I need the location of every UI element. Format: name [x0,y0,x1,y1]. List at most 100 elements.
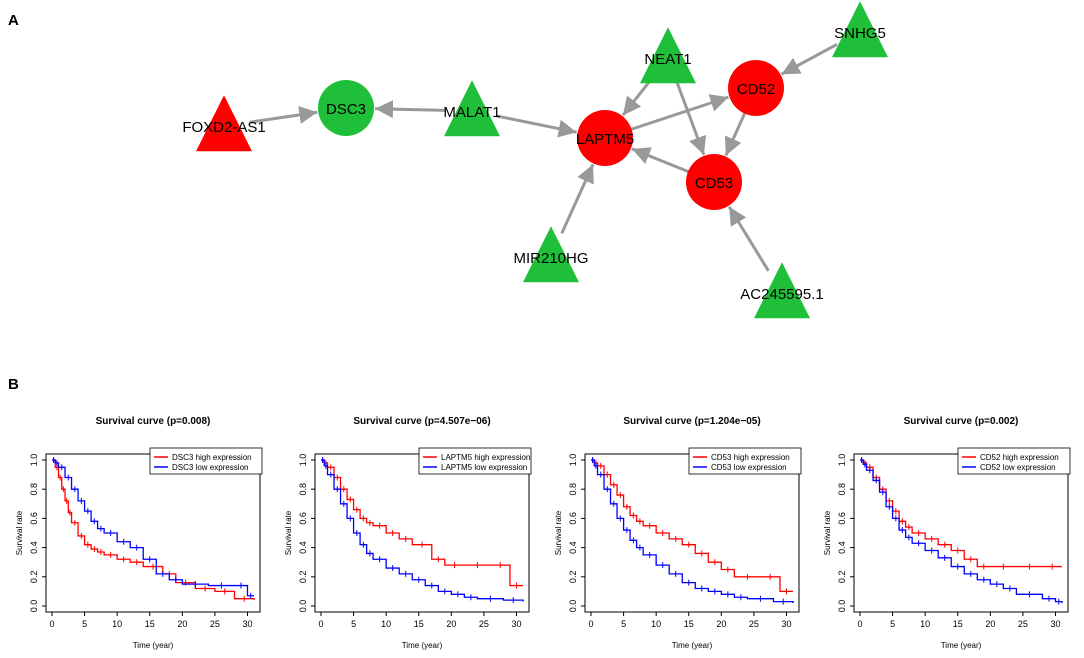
node-label-dsc3: DSC3 [326,101,366,118]
y-tick-label: 1.0 [837,454,847,467]
series-line-cd53-high-expression [591,459,793,593]
node-cd53: CD53 [686,154,742,210]
x-tick-label: 25 [479,619,489,629]
series-line-dsc3-low-expression [52,459,254,597]
survival-plot-cd53: Survival curve (p=1.204e−05) 0.0 0.2 0.4 0.6… [554,416,802,650]
x-tick-label: 30 [242,619,252,629]
node-laptm5: LAPTM5 [576,110,634,166]
legend-label: DSC3 high expression [172,453,252,462]
node-shape-cd52 [728,60,784,116]
x-tick-label: 25 [210,619,220,629]
y-tick-label: 1.0 [29,454,39,467]
y-tick-label: 0.4 [298,541,308,554]
x-tick-label: 15 [953,619,963,629]
y-tick-label: 0.8 [29,483,39,496]
node-shape-mir210hg [523,226,579,283]
node-shape-snhg5 [832,1,888,58]
x-tick-label: 20 [446,619,456,629]
plot-frame [584,453,800,613]
x-tick-label: 15 [684,619,694,629]
y-tick-label: 0.2 [568,571,578,584]
y-tick-label: 0.0 [298,600,308,613]
legend-label: LAPTM5 high expression [441,453,530,462]
y-tick-label: 0.8 [837,483,847,496]
plot-title: Survival curve (p=0.002) [904,416,1019,427]
x-tick-label: 15 [414,619,424,629]
edge-ac245595-1-to-cd53 [727,205,770,272]
x-tick-label: 10 [381,619,391,629]
survival-plot-cd52: Survival curve (p=0.002) 0.0 0.2 0.4 0.6 0.8 1… [823,416,1071,650]
edge-cd52-to-cd53 [724,109,748,157]
node-neat1: NEAT1 [640,27,696,84]
legend-label: CD53 low expression [711,463,787,472]
y-axis-label: Survival rate [15,510,24,555]
node-label-foxd2-as1: FOXD2-AS1 [182,119,265,136]
x-tick-label: 15 [145,619,155,629]
edge-neat1-to-laptm5 [621,77,654,117]
node-ac245595-1: AC245595.1 [740,262,824,319]
node-snhg5: SNHG5 [832,1,888,58]
legend-label: CD52 high expression [980,453,1059,462]
series-line-cd52-low-expression [860,459,1063,604]
node-label-snhg5: SNHG5 [834,25,886,42]
node-shape-laptm5 [577,110,633,166]
y-tick-label: 0.6 [568,512,578,525]
node-label-ac245595-1: AC245595.1 [740,286,823,303]
survival-plot-dsc3: Survival curve (p=0.008) 0.0 0.2 0.4 0.6 0.8 1… [15,416,263,650]
legend-label: DSC3 low expression [172,463,248,472]
plot-frame [853,453,1069,613]
x-tick-label: 0 [318,619,323,629]
node-shape-dsc3 [318,80,374,136]
node-shape-ac245595-1 [754,262,810,319]
x-tick-label: 30 [781,619,791,629]
x-tick-label: 25 [749,619,759,629]
legend-label: CD53 high expression [711,453,790,462]
node-shape-malat1 [444,80,500,137]
plot-title: Survival curve (p=0.008) [96,416,211,427]
interaction-network: FOXD2-AS1 DSC3 MALAT1 NEAT1 SNHG5 CD52 LAPTM5 C… [182,1,888,319]
x-tick-label: 10 [651,619,661,629]
node-shape-neat1 [640,27,696,84]
node-label-mir210hg: MIR210HG [513,250,588,267]
y-tick-label: 0.6 [298,512,308,525]
node-label-cd53: CD53 [695,175,733,192]
y-tick-label: 0.0 [837,600,847,613]
legend-box [418,447,532,475]
node-shape-cd53 [686,154,742,210]
y-axis-label: Survival rate [284,510,293,555]
x-axis-label: Time (year) [672,641,713,650]
edge-malat1-to-dsc3 [374,100,447,119]
node-label-malat1: MALAT1 [443,104,500,121]
node-label-neat1: NEAT1 [644,51,691,68]
node-malat1: MALAT1 [443,80,501,137]
y-tick-label: 0.2 [298,571,308,584]
plot-title: Survival curve (p=4.507e−06) [353,416,490,427]
y-axis-label: Survival rate [554,510,563,555]
edge-cd53-to-laptm5 [631,147,693,175]
edge-snhg5-to-cd52 [780,43,838,76]
node-label-cd52: CD52 [737,81,775,98]
series-line-laptm5-low-expression [321,459,524,602]
x-tick-label: 0 [857,619,862,629]
node-cd52: CD52 [728,60,784,116]
x-tick-label: 30 [511,619,521,629]
y-tick-label: 0.6 [29,512,39,525]
plot-title: Survival curve (p=1.204e−05) [623,416,760,427]
legend-label: LAPTM5 low expression [441,463,527,472]
x-tick-label: 5 [621,619,626,629]
x-tick-label: 20 [177,619,187,629]
y-tick-label: 0.8 [568,483,578,496]
series-line-dsc3-high-expression [52,459,255,601]
node-dsc3: DSC3 [318,80,374,136]
edge-foxd2-as1-to-dsc3 [249,105,318,124]
x-tick-label: 0 [588,619,593,629]
legend-box [957,447,1071,475]
y-tick-label: 0.6 [837,512,847,525]
edge-laptm5-to-cd52 [627,94,729,132]
x-tick-label: 10 [920,619,930,629]
y-tick-label: 1.0 [568,454,578,467]
survival-plot-laptm5: Survival curve (p=4.507e−06) 0.0 0.2 0.4 0.6… [284,416,532,650]
node-shape-foxd2-as1 [196,95,252,152]
